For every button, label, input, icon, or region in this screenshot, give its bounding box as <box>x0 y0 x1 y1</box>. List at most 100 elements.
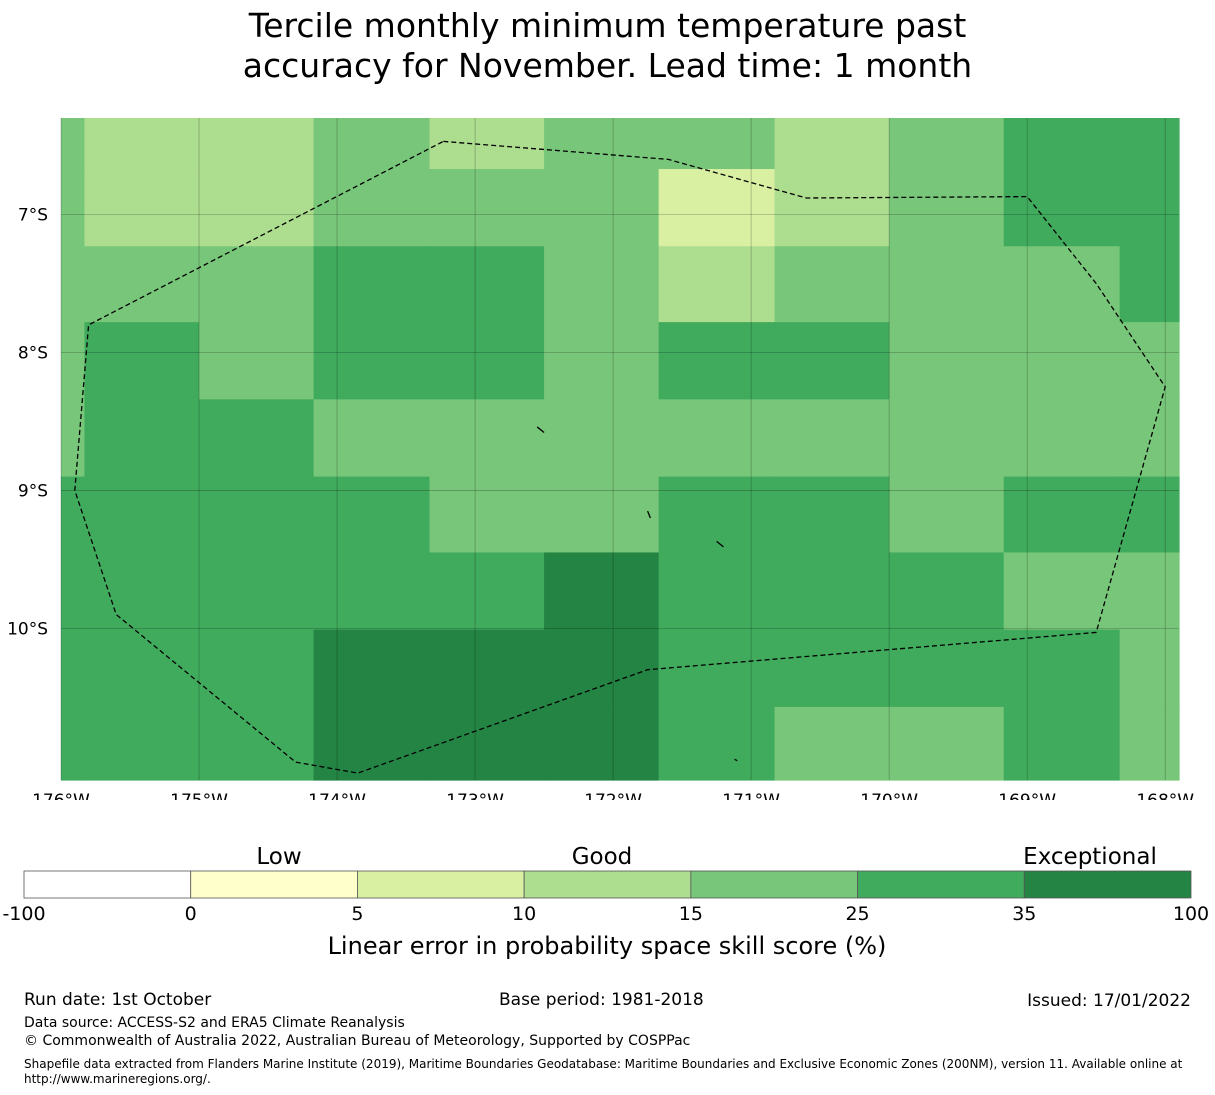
skill-cell <box>1119 552 1180 631</box>
lat-tick-label: 9°S <box>18 481 48 501</box>
skill-cell <box>544 246 660 323</box>
lat-tick-label: 10°S <box>7 619 48 639</box>
skill-cell <box>61 706 86 781</box>
skill-cell <box>889 399 1005 478</box>
skill-cell <box>429 552 545 631</box>
colorbar-categories: Low Good Exceptional <box>256 844 1156 870</box>
skill-cell <box>429 706 545 781</box>
skill-cell <box>1003 399 1121 478</box>
skill-cell <box>889 118 1005 170</box>
skill-cell <box>544 169 660 247</box>
skill-cell <box>1003 706 1121 781</box>
skill-cell <box>199 629 315 708</box>
lon-tick-label: 174°W <box>308 791 366 800</box>
skill-cell <box>1119 118 1180 170</box>
colorbar-category-label: Good <box>572 844 633 870</box>
skill-cell <box>313 322 431 400</box>
skill-cell <box>313 476 431 554</box>
island <box>647 510 651 519</box>
skill-cell <box>429 629 545 708</box>
lon-tick-label: 175°W <box>170 791 228 800</box>
skill-cell <box>1119 246 1180 323</box>
skill-cell <box>544 552 660 631</box>
colorbar-tick-label: -100 <box>2 903 45 925</box>
skill-cell <box>199 706 315 781</box>
skill-cell <box>1003 169 1121 247</box>
skill-cell <box>84 706 200 781</box>
islands <box>536 426 738 762</box>
skill-cell <box>658 169 776 247</box>
lon-tick-label: 170°W <box>860 791 918 800</box>
colorbar-category-label: Low <box>256 844 301 870</box>
longitude-labels: 176°W 175°W 174°W 173°W 172°W 171°W 170°W 169°W… <box>32 791 1194 800</box>
lat-tick-label: 8°S <box>18 343 48 363</box>
skill-cell <box>313 246 431 323</box>
skill-cell <box>84 552 200 631</box>
skill-cell <box>199 169 315 247</box>
skill-cell <box>84 118 200 170</box>
skill-cell <box>313 629 431 708</box>
skill-cell <box>774 169 890 247</box>
skill-cell <box>774 552 890 631</box>
skill-cell <box>544 476 660 554</box>
latitude-labels: 7°S 8°S 9°S 10°S <box>7 206 48 640</box>
lon-tick-label: 168°W <box>1136 791 1194 800</box>
skill-cell <box>774 706 890 781</box>
skill-cell <box>1003 246 1121 323</box>
colorbar-box <box>190 870 358 899</box>
island <box>734 758 738 762</box>
skill-cell <box>61 322 86 400</box>
map-title: Tercile monthly minimum temperature past… <box>0 6 1215 86</box>
skill-cell <box>1119 169 1180 247</box>
colorbar-box <box>23 870 192 899</box>
skill-cell <box>61 399 86 478</box>
skill-cell <box>889 706 1005 781</box>
skill-cell <box>1119 476 1180 554</box>
skill-cell <box>1119 629 1180 708</box>
colorbar-box <box>357 870 525 899</box>
data-source: Data source: ACCESS-S2 and ERA5 Climate … <box>24 1015 405 1031</box>
skill-cell <box>1003 476 1121 554</box>
title-line-1: Tercile monthly minimum temperature past <box>248 6 967 45</box>
skill-cell <box>84 476 200 554</box>
skill-cell <box>889 552 1005 631</box>
skill-cell <box>199 322 315 400</box>
skill-cell <box>889 169 1005 247</box>
skill-cell <box>889 476 1005 554</box>
colorbar-tick-label: 35 <box>1012 903 1036 925</box>
base-period: Base period: 1981-2018 <box>499 990 704 1010</box>
skill-cell <box>889 322 1005 400</box>
colorbar-tick-label: 25 <box>845 903 869 925</box>
colorbar-tick-label: 0 <box>185 903 197 925</box>
skill-cell <box>84 246 200 323</box>
lat-tick-label: 7°S <box>18 206 48 226</box>
skill-cell <box>1119 322 1180 400</box>
graticule <box>60 118 1179 780</box>
skill-cell <box>1119 399 1180 478</box>
skill-cell <box>774 399 890 478</box>
skill-cell <box>313 118 431 170</box>
skill-cell <box>84 322 200 400</box>
lon-tick-label: 169°W <box>998 791 1056 800</box>
skill-cell <box>1119 706 1180 781</box>
colorbar-boxes <box>23 870 1192 899</box>
skill-cell <box>658 552 776 631</box>
skill-cell <box>429 169 545 247</box>
colorbar-tick-label: 5 <box>351 903 363 925</box>
colorbar-box <box>857 870 1025 899</box>
skill-cells <box>61 118 1180 781</box>
skill-cell <box>199 552 315 631</box>
colorbar-tick-label: 15 <box>679 903 703 925</box>
skill-cell <box>1003 322 1121 400</box>
skill-cell <box>658 399 776 478</box>
colorbar-label: Linear error in probability space skill … <box>328 932 887 960</box>
skill-cell <box>544 399 660 478</box>
lon-tick-label: 171°W <box>722 791 780 800</box>
skill-cell <box>199 476 315 554</box>
lon-tick-label: 173°W <box>446 791 504 800</box>
colorbar-category-label: Exceptional <box>1023 844 1157 870</box>
skill-cell <box>199 246 315 323</box>
skill-cell <box>658 476 776 554</box>
colorbar-tick-label: 100 <box>1173 903 1209 925</box>
skill-cell <box>544 322 660 400</box>
